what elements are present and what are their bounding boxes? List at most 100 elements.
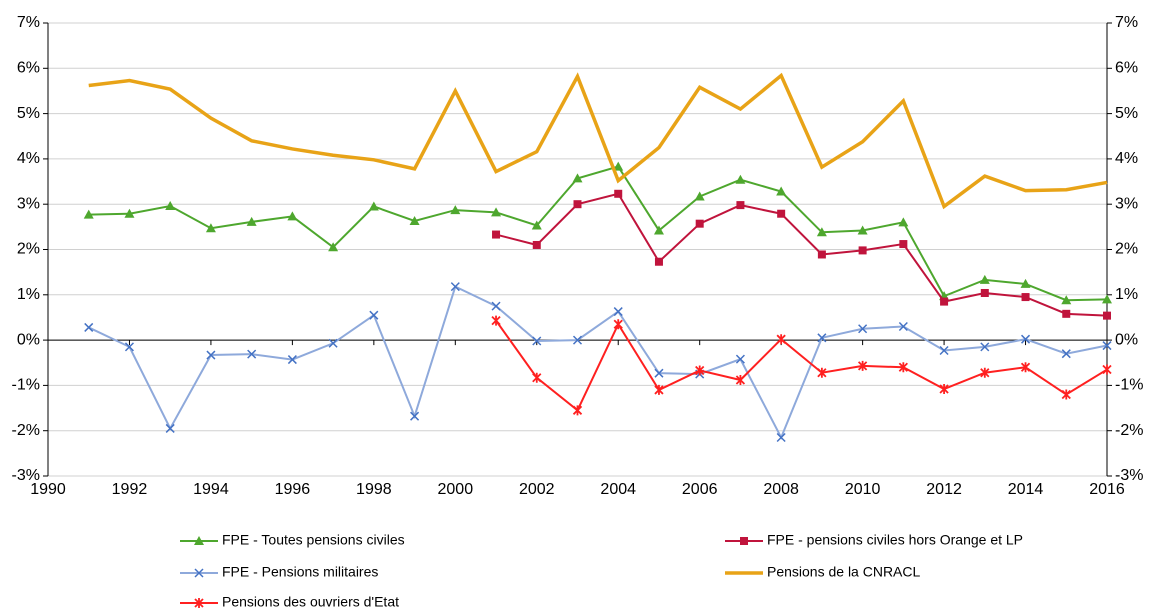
- marker: [205, 223, 216, 233]
- marker: [572, 335, 583, 345]
- marker: [1102, 294, 1112, 304]
- marker: [1021, 293, 1030, 302]
- marker: [194, 536, 204, 545]
- marker: [613, 319, 623, 330]
- marker: [776, 432, 786, 443]
- marker: [247, 349, 257, 359]
- series-line: [495, 192, 1108, 317]
- marker: [532, 372, 542, 383]
- marker: [194, 568, 204, 578]
- marker: [1020, 278, 1031, 288]
- marker: [654, 257, 663, 266]
- marker: [898, 362, 908, 373]
- marker: [899, 240, 908, 249]
- y-tick-label: 1%: [17, 286, 40, 303]
- x-tick-label: 2014: [1008, 481, 1044, 498]
- marker: [532, 240, 541, 249]
- marker: [736, 201, 745, 210]
- marker: [1062, 309, 1071, 318]
- marker: [287, 211, 298, 221]
- marker: [735, 374, 746, 385]
- marker: [858, 324, 868, 334]
- y-tick-label: 7%: [17, 14, 40, 31]
- y2-tick-label: 6%: [1115, 60, 1138, 77]
- marker: [857, 225, 868, 235]
- marker: [124, 342, 134, 352]
- marker: [531, 220, 542, 230]
- y-tick-label: 6%: [17, 60, 40, 77]
- y-tick-label: -1%: [12, 377, 40, 394]
- marker: [898, 217, 909, 227]
- marker: [735, 354, 745, 364]
- marker: [83, 209, 94, 219]
- marker: [328, 242, 339, 252]
- marker: [939, 345, 949, 356]
- marker: [857, 360, 868, 371]
- marker: [368, 201, 379, 211]
- x-tick-label: 1990: [30, 481, 66, 498]
- marker: [735, 174, 746, 184]
- marker: [939, 384, 949, 395]
- marker: [532, 336, 542, 346]
- x-tick-label: 2002: [519, 481, 555, 498]
- x-tick-label: 1998: [356, 481, 392, 498]
- marker: [776, 186, 787, 196]
- y2-tick-label: -3%: [1115, 467, 1143, 484]
- y2-tick-label: 2%: [1115, 241, 1138, 258]
- marker: [409, 215, 420, 225]
- marker: [817, 333, 827, 343]
- marker: [1020, 362, 1031, 373]
- legend-label: FPE - pensions civiles hors Orange et LP: [767, 532, 1023, 548]
- y2-tick-label: 1%: [1115, 286, 1138, 303]
- marker: [980, 367, 990, 378]
- x-tick-label: 2016: [1089, 481, 1125, 498]
- legend-item: FPE - Pensions militaires: [180, 564, 378, 580]
- series-line: [495, 320, 1108, 412]
- legend-item: Pensions de la CNRACL: [725, 564, 921, 580]
- y2-tick-label: -1%: [1115, 377, 1143, 394]
- marker: [695, 365, 705, 376]
- marker: [776, 334, 786, 345]
- marker: [858, 246, 867, 255]
- marker: [1061, 295, 1072, 305]
- y2-tick-label: 5%: [1115, 105, 1138, 122]
- marker: [653, 225, 664, 235]
- x-tick-label: 2004: [600, 481, 636, 498]
- x-tick-label: 2012: [926, 481, 962, 498]
- y-tick-label: 2%: [17, 241, 40, 258]
- marker: [84, 322, 94, 332]
- y2-tick-label: -2%: [1115, 422, 1143, 439]
- marker: [654, 368, 664, 378]
- marker: [573, 200, 582, 209]
- marker: [980, 342, 990, 352]
- marker: [614, 189, 623, 198]
- marker: [817, 367, 827, 378]
- marker: [450, 205, 461, 215]
- marker: [165, 423, 175, 433]
- legend-label: FPE - Toutes pensions civiles: [222, 532, 405, 548]
- marker: [694, 191, 705, 201]
- x-tick-label: 2008: [763, 481, 799, 498]
- marker: [369, 310, 379, 320]
- x-tick-label: 2010: [845, 481, 881, 498]
- legend-label: Pensions de la CNRACL: [767, 564, 921, 580]
- y2-tick-label: 0%: [1115, 331, 1138, 348]
- marker: [124, 208, 135, 218]
- marker: [940, 297, 949, 306]
- marker: [410, 411, 420, 421]
- marker: [613, 161, 624, 171]
- y2-tick-label: 3%: [1115, 195, 1138, 212]
- marker: [898, 321, 908, 332]
- y-tick-label: -2%: [12, 422, 40, 439]
- marker: [491, 207, 502, 217]
- marker: [492, 230, 501, 239]
- marker: [491, 301, 501, 311]
- y-tick-label: 5%: [17, 105, 40, 122]
- marker: [206, 350, 216, 360]
- series-line: [88, 165, 1108, 302]
- marker: [1102, 341, 1112, 351]
- y-tick-label: -3%: [12, 467, 40, 484]
- x-tick-label: 2000: [438, 481, 474, 498]
- series-line: [88, 72, 1108, 210]
